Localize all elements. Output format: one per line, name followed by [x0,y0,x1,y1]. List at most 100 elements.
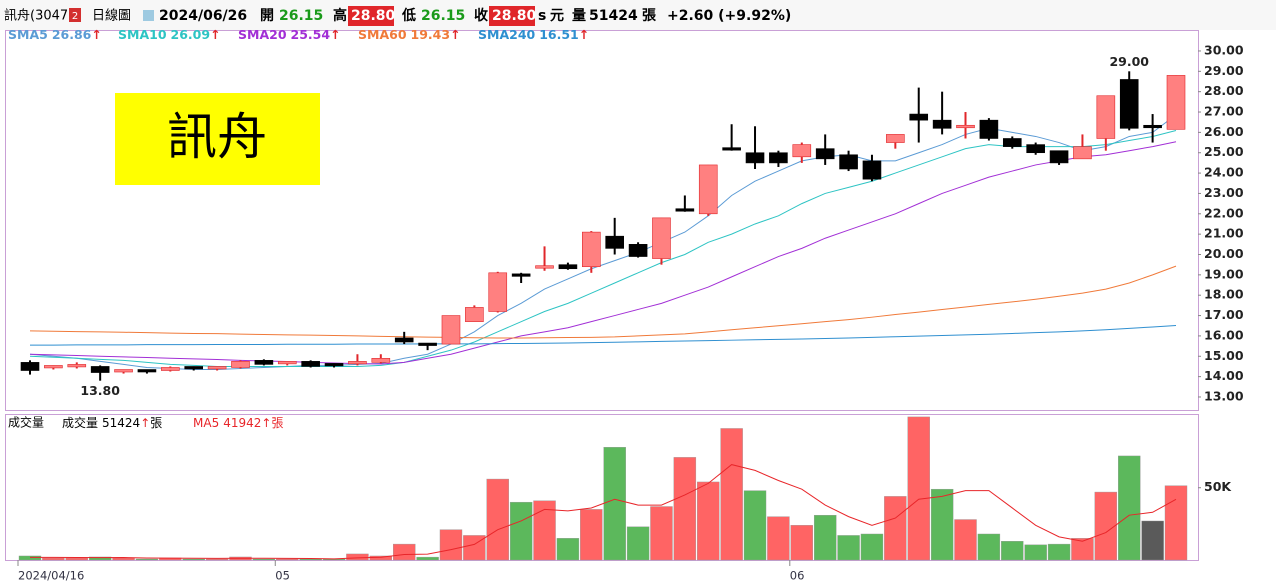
legend-name: SMA60 [358,27,407,42]
volume-bar [1001,541,1024,561]
volume-bar [182,558,205,561]
volume-bar [486,478,509,561]
candle-body [909,113,929,121]
volume-label: 量 [572,8,586,24]
candle-body [301,361,320,367]
volume-ma-unit: 張 [271,416,283,430]
candle-body [979,119,999,139]
badge: 2 [72,11,78,22]
volume-bar [439,529,463,561]
volume-bar [88,556,112,561]
volume-ma-line [30,464,1177,560]
candle-body [886,134,905,143]
change: +2.60 (+9.92%) [667,8,791,24]
candle-body [605,235,624,249]
volume-bar [205,558,229,561]
legend-entry: SMA20 25.54↑ [238,27,341,42]
high-label: 高 [333,7,347,24]
candle-body [254,360,274,365]
volume-bar [556,538,580,561]
high-value: 28.80 [351,8,396,24]
legend-arrow: ↑ [330,27,340,42]
candle-body [582,231,601,268]
volume-bar [346,553,369,561]
low-label: 低 [401,7,416,24]
y-tick-label: 27.00 [1204,104,1244,119]
legend-name: SMA240 [478,27,536,42]
volume-current: 成交量 51424↑張 [62,415,162,430]
candle-body [956,124,975,129]
volume-title: 成交量 [8,415,44,430]
open-value: 26.15 [279,8,323,24]
candle-body [535,265,554,269]
ma-line [29,265,1177,339]
volume-current-value-label: 51424 [102,416,140,430]
y-tick-label: 50K [1204,479,1232,494]
y-tick-label: 24.00 [1204,165,1244,180]
volume-current-name: 成交量 [62,415,98,430]
candle-body [722,147,741,151]
volume-bar [509,501,533,561]
candle-body [1002,138,1022,147]
volume-bar [276,558,299,561]
candle-body [815,148,835,160]
volume-bar [252,558,276,561]
volume-bar [907,416,930,561]
candle-body [1026,144,1045,154]
legend-entry: SMA5 26.86↑ [8,27,102,42]
ma-line [29,141,1177,365]
volume-bar [743,490,767,561]
y-tick-label: 25.00 [1204,144,1244,159]
candle-body [675,208,695,212]
candle-body [558,264,578,270]
legend-value: 19.43 [411,27,451,42]
currency: 元 [550,8,564,24]
price-annotation: 13.80 [80,383,120,398]
candle-body [792,144,812,158]
high-box [348,6,394,26]
candle-body [44,365,63,369]
volume-bar [1094,491,1118,561]
candle-body [932,119,952,129]
volume-bar [1164,485,1188,561]
legend-arrow: ↑ [579,27,589,42]
candle-body [371,358,391,363]
candle-body [231,361,250,368]
volume-bar [1071,538,1094,561]
legend-value: 16.51 [539,27,579,42]
open-label: 開 [260,8,274,24]
volume-ma-arrow: ↑ [261,416,271,430]
stock-name: 訊舟(3047) [4,9,73,24]
volume-bar [930,488,954,561]
price-annotation: 29.00 [1109,54,1149,69]
volume-bar [697,481,720,561]
legend-arrow: ↑ [450,27,460,42]
y-tick-label: 30.00 [1204,42,1244,57]
candle-body [67,364,87,368]
x-tick-label: 2024/04/16 [18,569,84,583]
legend-entry: SMA10 26.09↑ [118,27,221,42]
candle-body [769,152,788,164]
candle-body [465,307,484,322]
candle-body [745,152,765,164]
y-tick-label: 13.00 [1204,388,1244,403]
candle-body [90,366,110,373]
close-box [489,6,535,26]
legend-value: 26.09 [171,27,211,42]
candle-body [1166,75,1186,130]
volume-bar [860,533,884,561]
candle-body [277,361,297,365]
volume-bar [673,457,697,561]
candle-body [394,337,414,343]
volume-ma-name: MA5 [193,416,219,430]
candle-body [698,164,718,215]
volume-bar [720,428,743,561]
calendar-icon [143,10,154,21]
candle-body [488,272,508,312]
volume-bar [65,557,88,561]
y-tick-label: 22.00 [1204,205,1244,220]
volume-bar [42,557,65,561]
volume-bar [416,556,439,561]
y-tick-label: 23.00 [1204,185,1244,200]
y-tick-label: 21.00 [1204,226,1244,241]
